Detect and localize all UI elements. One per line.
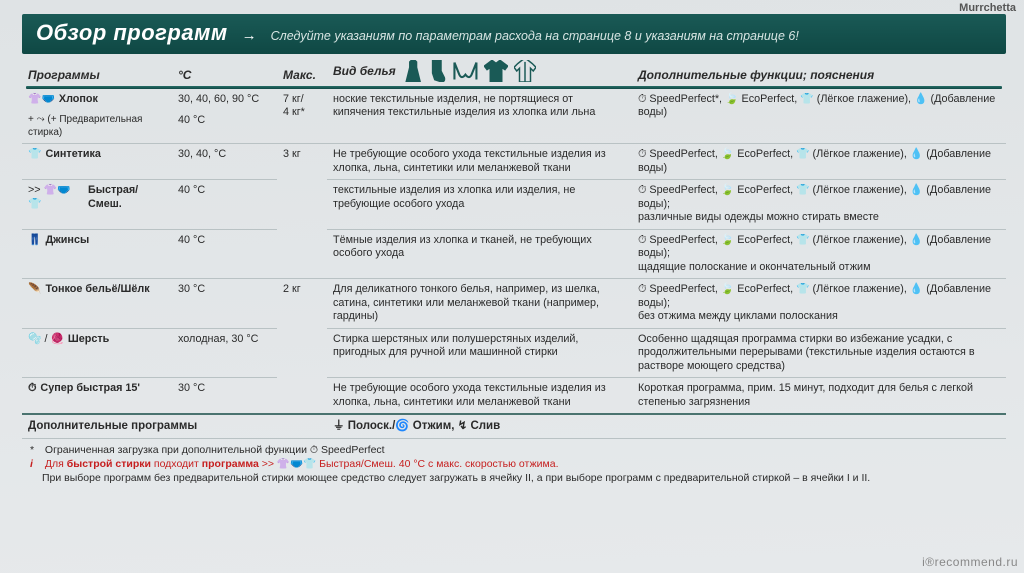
col-max: Макс. bbox=[283, 68, 333, 82]
additional-left: Дополнительные программы bbox=[22, 414, 327, 438]
table-row: >> 👚🩲👕Быстрая/Смеш. 40 °C текстильные из… bbox=[22, 180, 1006, 229]
asterisk-icon: * bbox=[30, 443, 42, 457]
table-row: 🫧 / 🧶 Шерсть холодная, 30 °C Стирка шерс… bbox=[22, 328, 1006, 377]
header-arrow-icon: → bbox=[242, 27, 257, 44]
laundry-cell: текстильные изделия из хлопка или издели… bbox=[327, 180, 632, 229]
laundry-cell: ноские текстильные изделия, не портящиес… bbox=[327, 89, 632, 144]
footnote-1: * Ограниченная загрузка при дополнительн… bbox=[30, 443, 998, 457]
footnote-1-text: Ограниченная загрузка при дополнительной… bbox=[45, 444, 385, 456]
table-row: 👚🩲 Хлопок 30, 40, 60, 90 °C 7 кг/ 4 кг* … bbox=[22, 89, 1006, 110]
temp-cell: 30 °C bbox=[172, 378, 277, 414]
bra-icon bbox=[452, 60, 479, 82]
program-quick-mix: >> 👚🩲👕Быстрая/Смеш. bbox=[28, 184, 166, 211]
col-laundry-label: Вид белья bbox=[333, 64, 396, 78]
program-cotton: 👚🩲 Хлопок bbox=[28, 93, 98, 106]
temp-cell: 40 °C bbox=[172, 229, 277, 278]
dress-icon bbox=[404, 60, 422, 82]
extra-cell: Особенно щадящая программа стирки во изб… bbox=[632, 328, 1006, 377]
header-bar: Обзор программ → Следуйте указаниям по п… bbox=[22, 14, 1006, 54]
table-row: 🪶 Тонкое бельё/Шёлк 30 °C 2 кг Для делик… bbox=[22, 279, 1006, 328]
temp-cell: 30, 40, 60, 90 °C bbox=[172, 89, 277, 110]
extra-cell: ⏱ SpeedPerfect, 🍃 EcoPerfect, 👕 (Лёгкое … bbox=[632, 180, 1006, 229]
watermark-bottom: i®recommend.ru bbox=[922, 555, 1018, 569]
extra-cell: ⏱ SpeedPerfect*, 🍃 EcoPerfect, 👕 (Лёгкое… bbox=[632, 89, 1006, 144]
additional-programs-row: Дополнительные программы ⏚ Полоск./🌀 Отж… bbox=[22, 414, 1006, 438]
header-title: Обзор программ bbox=[36, 20, 228, 46]
program-wool: 🫧 / 🧶 Шерсть bbox=[28, 333, 109, 346]
max-cell: 7 кг/ 4 кг* bbox=[277, 89, 327, 144]
footnote-2-text: Для быстрой стирки подходит программа >>… bbox=[45, 458, 559, 470]
program-jeans: 👖 Джинсы bbox=[28, 234, 89, 247]
col-programs: Программы bbox=[28, 68, 178, 82]
laundry-cell: Стирка шерстяных или полушерстяных издел… bbox=[327, 328, 632, 377]
laundry-cell: Тёмные изделия из хлопка и тканей, не тр… bbox=[327, 229, 632, 278]
page: Обзор программ → Следуйте указаниям по п… bbox=[0, 0, 1024, 573]
extra-cell: Короткая программа, прим. 15 минут, подх… bbox=[632, 378, 1006, 414]
additional-right: ⏚ Полоск./🌀 Отжим, ↯ Слив bbox=[327, 414, 1006, 438]
max-cell: 3 кг bbox=[277, 144, 327, 279]
max-cell: 2 кг bbox=[277, 279, 327, 414]
program-delicate-silk: 🪶 Тонкое бельё/Шёлк bbox=[28, 283, 150, 296]
jacket-icon bbox=[514, 60, 536, 82]
table-row: 👖 Джинсы 40 °C Тёмные изделия из хлопка … bbox=[22, 229, 1006, 278]
program-super-quick: ⏱ Супер быстрая 15' bbox=[28, 382, 140, 395]
shirt-icon bbox=[484, 60, 508, 82]
footnote-3-text: При выборе программ без предварительной … bbox=[42, 472, 870, 484]
watermark-top: Murrchetta bbox=[959, 2, 1016, 14]
table-row: 👕 Синтетика 30, 40, °C 3 кг Не требующие… bbox=[22, 144, 1006, 180]
extra-cell: ⏱ SpeedPerfect, 🍃 EcoPerfect, 👕 (Лёгкое … bbox=[632, 144, 1006, 180]
header-subtitle: Следуйте указаниям по параметрам расхода… bbox=[271, 29, 799, 43]
laundry-cell: Не требующие особого ухода текстильные и… bbox=[327, 378, 632, 414]
column-headers: Программы °C Макс. Вид белья Дополнитель… bbox=[22, 54, 1006, 86]
temp-cell: 40 °C bbox=[172, 110, 277, 144]
extra-cell: ⏱ SpeedPerfect, 🍃 EcoPerfect, 👕 (Лёгкое … bbox=[632, 229, 1006, 278]
sock-icon bbox=[428, 60, 446, 82]
programs-table: 👚🩲 Хлопок 30, 40, 60, 90 °C 7 кг/ 4 кг* … bbox=[22, 89, 1006, 439]
table-row: ⏱ Супер быстрая 15' 30 °C Не требующие о… bbox=[22, 378, 1006, 414]
info-icon: i bbox=[30, 457, 42, 471]
extra-cell: ⏱ SpeedPerfect, 🍃 EcoPerfect, 👕 (Лёгкое … bbox=[632, 279, 1006, 328]
program-synthetic: 👕 Синтетика bbox=[28, 148, 101, 161]
col-temp: °C bbox=[178, 68, 283, 82]
footnote-2: i Для быстрой стирки подходит программа … bbox=[30, 457, 998, 471]
temp-cell: 40 °C bbox=[172, 180, 277, 229]
temp-cell: холодная, 30 °C bbox=[172, 328, 277, 377]
col-laundry: Вид белья bbox=[333, 60, 638, 82]
col-extra: Дополнительные функции; пояснения bbox=[638, 68, 1000, 82]
laundry-cell: Для деликатного тонкого белья, например,… bbox=[327, 279, 632, 328]
program-cotton-prewash: + ⤳ (+ Предварительная стирка) bbox=[28, 114, 166, 139]
footnotes: * Ограниченная загрузка при дополнительн… bbox=[22, 439, 1006, 486]
temp-cell: 30 °C bbox=[172, 279, 277, 328]
temp-cell: 30, 40, °C bbox=[172, 144, 277, 180]
laundry-cell: Не требующие особого ухода текстильные и… bbox=[327, 144, 632, 180]
laundry-type-icons bbox=[404, 60, 537, 82]
footnote-3: При выборе программ без предварительной … bbox=[30, 471, 998, 485]
